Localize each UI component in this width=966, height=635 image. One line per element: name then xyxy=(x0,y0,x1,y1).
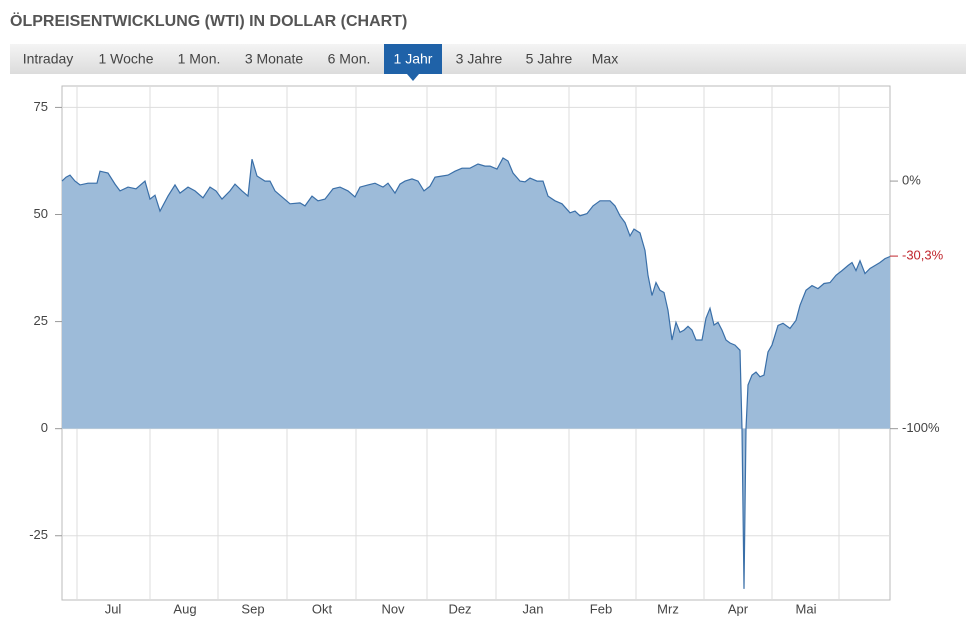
tab-label: 6 Mon. xyxy=(328,51,371,67)
tab-bar xyxy=(10,44,966,74)
tab[interactable]: Max xyxy=(592,51,618,67)
tab-label: 5 Jahre xyxy=(526,51,573,67)
tab-label: Intraday xyxy=(23,51,74,67)
tab-label: 1 Mon. xyxy=(178,51,221,67)
area xyxy=(62,158,890,589)
y2-tick-label: 0% xyxy=(902,173,921,188)
x-tick-label: Okt xyxy=(312,601,333,616)
last-value-label: -30,3% xyxy=(902,248,944,263)
x-tick-label: Nov xyxy=(381,601,405,616)
y2-tick-label: -100% xyxy=(902,420,940,435)
tab-label: 1 Jahr xyxy=(394,51,433,67)
chart-title: ÖLPREISENTWICKLUNG (WTI) IN DOLLAR (CHAR… xyxy=(10,11,407,30)
tab[interactable]: 6 Mon. xyxy=(328,51,371,67)
y-tick-label: 25 xyxy=(34,313,48,328)
tab[interactable]: 3 Jahre xyxy=(456,51,503,67)
tab[interactable]: 1 Jahr xyxy=(384,44,442,81)
x-tick-label: Feb xyxy=(590,601,612,616)
line xyxy=(61,157,891,589)
tab-label: Max xyxy=(592,51,618,67)
tab[interactable]: 3 Monate xyxy=(245,51,304,67)
x-tick-label: Aug xyxy=(173,601,196,616)
x-tick-label: Dez xyxy=(448,601,471,616)
tab-label: 1 Woche xyxy=(99,51,154,67)
tab-pointer xyxy=(407,74,419,81)
tab[interactable]: 1 Woche xyxy=(99,51,154,67)
y-tick-label: 75 xyxy=(34,99,48,114)
x-tick-label: Jan xyxy=(523,601,544,616)
y-tick-label: -25 xyxy=(29,527,48,542)
tab-label: 3 Monate xyxy=(245,51,304,67)
tabs: Intraday 1 Woche 1 Mon. 3 Monate 6 Mon. 1 Jah… xyxy=(23,44,618,81)
axes: -25 0 25 50 75 Jul Aug Sep Okt Nov Dez Jan Feb Mrz Apr… xyxy=(29,99,943,617)
tab[interactable]: 1 Mon. xyxy=(178,51,221,67)
x-tick-label: Mai xyxy=(796,601,817,616)
x-tick-label: Apr xyxy=(728,601,749,616)
marks xyxy=(61,157,891,589)
tab-label: 3 Jahre xyxy=(456,51,503,67)
tab-active-bg xyxy=(384,44,442,74)
y-tick-label: 50 xyxy=(34,206,48,221)
tab[interactable]: Intraday xyxy=(23,51,74,67)
tab[interactable]: 5 Jahre xyxy=(526,51,573,67)
x-tick-label: Mrz xyxy=(657,601,679,616)
y-tick-label: 0 xyxy=(41,420,48,435)
x-tick-label: Jul xyxy=(105,601,122,616)
x-tick-label: Sep xyxy=(241,601,264,616)
